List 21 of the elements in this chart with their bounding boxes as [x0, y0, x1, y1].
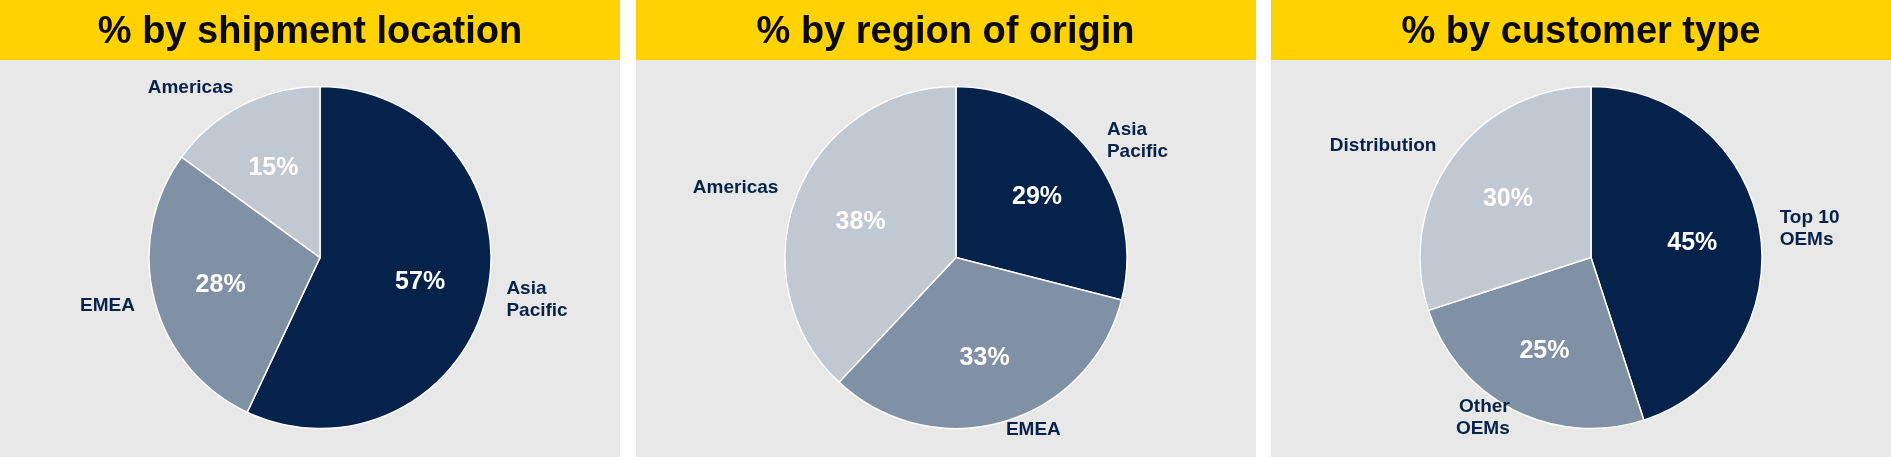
- data-label: 30%: [1482, 183, 1534, 212]
- slice-label: Other OEMs: [1455, 394, 1511, 438]
- slice-label: Asia Pacific: [1106, 118, 1169, 162]
- data-label: 25%: [1519, 334, 1570, 363]
- slice-label: Top 10 OEMs: [1779, 205, 1840, 249]
- slice-label: EMEA: [1005, 418, 1061, 440]
- data-label: 29%: [1011, 180, 1062, 209]
- chart-title: % by customer type: [1271, 0, 1891, 60]
- slice-label: Americas: [692, 176, 778, 198]
- chart-title: % by shipment location: [0, 0, 620, 60]
- data-label: 28%: [195, 269, 246, 298]
- data-label: 33%: [959, 342, 1010, 371]
- chart-title: % by region of origin: [635, 0, 1256, 60]
- data-label: 38%: [835, 205, 886, 234]
- slice-label: Americas: [147, 76, 234, 98]
- data-label: 57%: [395, 265, 446, 294]
- slice-label: EMEA: [80, 294, 136, 315]
- data-label: 45%: [1667, 227, 1718, 256]
- data-label: 15%: [248, 152, 299, 181]
- slice-label: Distribution: [1329, 134, 1437, 156]
- slice-label: Asia Pacific: [506, 277, 569, 321]
